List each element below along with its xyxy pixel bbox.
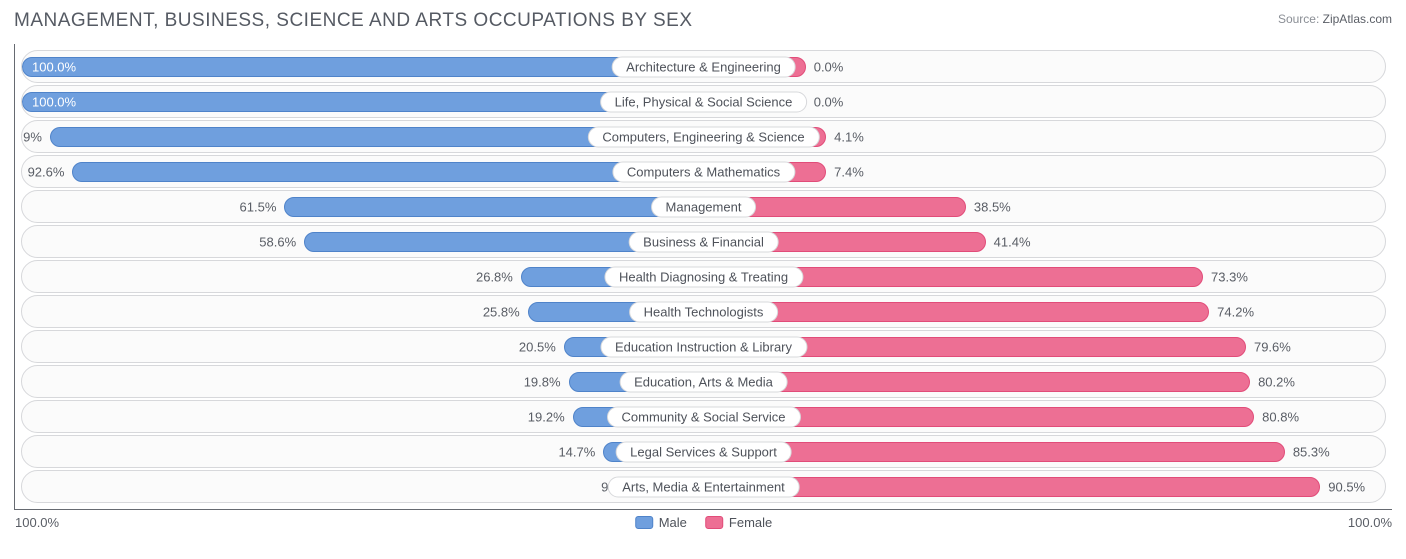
legend-label-male: Male: [659, 515, 687, 530]
value-male: 26.8%: [476, 269, 513, 284]
category-label: Business & Financial: [628, 231, 779, 252]
bar-male: [72, 162, 703, 182]
chart-row: 19.8% 80.2% Education, Arts & Media: [21, 365, 1386, 398]
chart-row: 58.6% 41.4% Business & Financial: [21, 225, 1386, 258]
value-female: 79.6%: [1254, 339, 1291, 354]
chart-row: 20.5% 79.6% Education Instruction & Librar…: [21, 330, 1386, 363]
value-female: 74.2%: [1217, 304, 1254, 319]
category-label: Health Technologists: [629, 301, 779, 322]
category-label: Legal Services & Support: [615, 441, 792, 462]
chart-plot-area: 100.0%0.0%Architecture & Engineering100.…: [14, 44, 1392, 510]
chart-row: 26.8% 73.3% Health Diagnosing & Treating: [21, 260, 1386, 293]
value-male: 100.0%: [32, 94, 76, 109]
chart-row: 95.9% 4.1% Computers, Engineering & Scienc…: [21, 120, 1386, 153]
bar-male: [284, 197, 703, 217]
value-male: 61.5%: [240, 199, 277, 214]
category-label: Community & Social Service: [607, 406, 801, 427]
chart-row: 19.2% 80.8% Community & Social Service: [21, 400, 1386, 433]
category-label: Computers & Mathematics: [612, 161, 795, 182]
legend-label-female: Female: [729, 515, 772, 530]
chart-row: 9.5%90.5%Arts, Media & Entertainment: [21, 470, 1386, 503]
value-female: 73.3%: [1211, 269, 1248, 284]
source-label: Source:: [1278, 12, 1319, 26]
category-label: Education, Arts & Media: [619, 371, 788, 392]
value-female: 4.1%: [834, 129, 864, 144]
value-female: 0.0%: [814, 59, 844, 74]
value-female: 85.3%: [1293, 444, 1330, 459]
value-female: 41.4%: [994, 234, 1031, 249]
category-label: Architecture & Engineering: [611, 56, 796, 77]
value-male: 14.7%: [558, 444, 595, 459]
value-male: 58.6%: [259, 234, 296, 249]
category-label: Management: [651, 196, 757, 217]
legend: Male Female: [635, 515, 773, 530]
chart-row: 100.0% 0.0% Architecture & Engineering: [21, 50, 1386, 83]
value-male: 19.2%: [528, 409, 565, 424]
legend-swatch-male: [635, 516, 653, 529]
value-female: 80.8%: [1262, 409, 1299, 424]
legend-item-female: Female: [705, 515, 772, 530]
category-label: Education Instruction & Library: [600, 336, 807, 357]
legend-swatch-female: [705, 516, 723, 529]
category-label: Health Diagnosing & Treating: [604, 266, 803, 287]
legend-item-male: Male: [635, 515, 687, 530]
value-female: 90.5%: [1328, 479, 1365, 494]
source-site: ZipAtlas.com: [1323, 12, 1392, 26]
category-label: Life, Physical & Social Science: [600, 91, 808, 112]
value-male: 25.8%: [483, 304, 520, 319]
value-female: 38.5%: [974, 199, 1011, 214]
source-attribution: Source: ZipAtlas.com: [1278, 12, 1392, 26]
value-male: 95.9%: [21, 129, 42, 144]
chart-title: MANAGEMENT, BUSINESS, SCIENCE AND ARTS O…: [0, 0, 1406, 36]
value-female: 0.0%: [814, 94, 844, 109]
chart-row: 61.5% 38.5% Management: [21, 190, 1386, 223]
value-female: 80.2%: [1258, 374, 1295, 389]
bar-male: [22, 57, 704, 77]
category-label: Computers, Engineering & Science: [587, 126, 819, 147]
category-label: Arts, Media & Entertainment: [607, 476, 800, 497]
chart-row: 100.0% 0.0% Life, Physical & Social Scienc…: [21, 85, 1386, 118]
value-male: 19.8%: [524, 374, 561, 389]
axis-label-right: 100.0%: [1348, 515, 1392, 530]
chart-rows-container: 100.0%0.0%Architecture & Engineering100.…: [21, 50, 1386, 503]
bar-female: [704, 302, 1210, 322]
chart-row: 92.6% 7.4% Computers & Mathematics: [21, 155, 1386, 188]
value-male: 100.0%: [32, 59, 76, 74]
value-male: 20.5%: [519, 339, 556, 354]
value-male: 92.6%: [28, 164, 65, 179]
chart-row: 14.7% 85.3% Legal Services & Support: [21, 435, 1386, 468]
chart-row: 25.8% 74.2% Health Technologists: [21, 295, 1386, 328]
value-female: 7.4%: [834, 164, 864, 179]
axis-label-left: 100.0%: [15, 515, 59, 530]
